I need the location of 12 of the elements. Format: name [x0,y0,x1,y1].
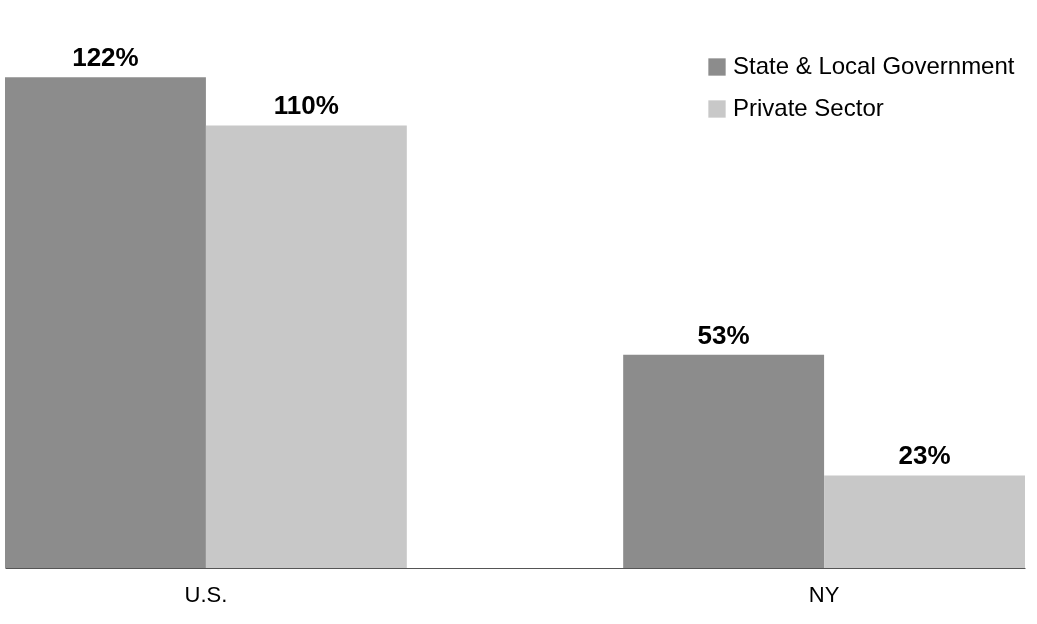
data-label: 122% [72,42,139,73]
data-label: 110% [273,90,339,121]
legend-label: State & Local Government [733,52,1015,79]
bar [5,77,206,568]
bar [824,475,1025,568]
bar [205,125,407,568]
bar [623,354,825,568]
data-label: 53% [697,319,750,350]
x-tick-label: U.S. [184,581,228,607]
x-tick-label: NY [808,581,840,607]
data-label: 23% [898,440,951,471]
legend-label: Private Sector [733,94,884,121]
